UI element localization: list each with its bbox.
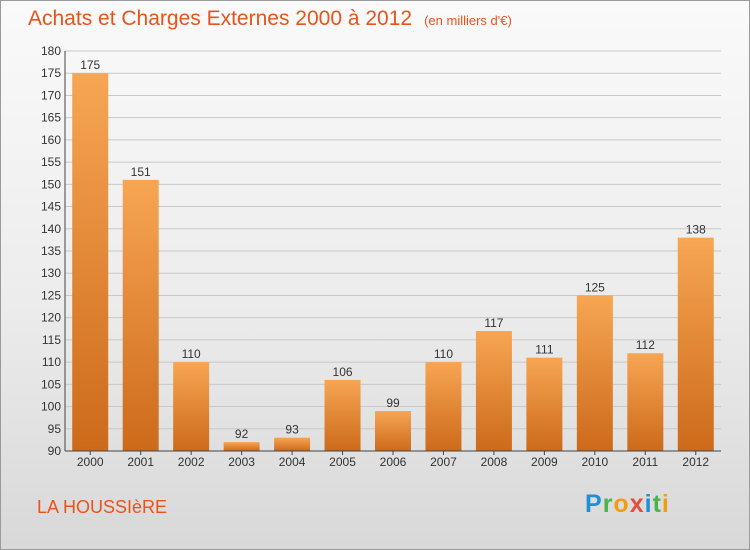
bar	[526, 357, 563, 451]
y-tick-label: 135	[41, 244, 61, 258]
bar	[122, 179, 159, 451]
x-tick-label: 2002	[178, 455, 205, 469]
x-tick-label: 2007	[430, 455, 457, 469]
proxiti-logo: Proxiti	[585, 490, 670, 519]
bar	[576, 295, 613, 451]
chart-title: Achats et Charges Externes 2000 à 2012	[28, 7, 413, 30]
y-tick-label: 130	[41, 266, 61, 280]
bar	[627, 353, 664, 451]
logo-letter: r	[602, 490, 614, 518]
commune-name: LA HOUSSIèRE	[37, 497, 168, 517]
data-label: 110	[182, 347, 201, 361]
x-tick-label: 2012	[682, 455, 709, 469]
x-tick-label: 2011	[632, 455, 658, 469]
data-label: 125	[585, 280, 605, 294]
y-tick-label: 120	[41, 311, 61, 325]
bar	[677, 237, 714, 451]
bar	[375, 411, 411, 451]
y-tick-label: 140	[41, 222, 61, 236]
y-tick-label: 170	[41, 88, 61, 102]
data-label: 138	[686, 223, 706, 237]
data-label: 117	[484, 316, 503, 330]
y-tick-label: 90	[48, 444, 62, 458]
title-row: Achats et Charges Externes 2000 à 2012 (e…	[28, 7, 512, 31]
y-tick-label: 115	[42, 333, 61, 347]
x-tick-label: 2004	[279, 455, 306, 469]
y-tick-label: 125	[41, 288, 61, 302]
x-tick-label: 2010	[581, 455, 608, 469]
x-tick-label: 2001	[127, 455, 154, 469]
data-label: 110	[434, 347, 453, 361]
logo-letter: P	[585, 490, 603, 518]
bar	[324, 379, 361, 451]
bar	[72, 73, 109, 451]
data-label: 151	[131, 165, 151, 179]
bar	[223, 442, 260, 451]
y-tick-label: 110	[42, 355, 61, 369]
y-tick-label: 100	[41, 400, 61, 414]
bar	[173, 362, 210, 451]
y-tick-label: 165	[41, 111, 61, 125]
bar	[475, 331, 512, 451]
y-tick-label: 175	[41, 66, 61, 80]
y-tick-label: 180	[41, 44, 61, 58]
logo-letter: t	[652, 490, 662, 518]
y-tick-label: 150	[41, 177, 61, 191]
x-tick-label: 2006	[380, 455, 407, 469]
data-label: 175	[80, 58, 100, 72]
data-label: 99	[386, 396, 400, 410]
x-tick-label: 2009	[531, 455, 558, 469]
y-tick-label: 155	[41, 155, 61, 169]
data-label: 111	[535, 343, 554, 357]
logo-letter: i	[661, 490, 670, 518]
logo-letter: x	[629, 490, 645, 518]
data-label: 92	[235, 427, 249, 441]
logo-letter: i	[644, 490, 653, 518]
bar	[274, 437, 311, 451]
y-tick-label: 145	[41, 200, 61, 214]
y-tick-label: 160	[41, 133, 61, 147]
x-tick-label: 2008	[481, 455, 508, 469]
x-tick-label: 2000	[77, 455, 104, 469]
data-label: 106	[333, 365, 353, 379]
logo-letter: o	[613, 490, 630, 518]
bar	[425, 362, 462, 451]
data-label: 112	[636, 338, 655, 352]
x-tick-label: 2003	[228, 455, 255, 469]
y-tick-label: 95	[48, 422, 62, 436]
y-tick-label: 105	[41, 377, 61, 391]
data-label: 93	[285, 423, 299, 437]
x-tick-label: 2005	[329, 455, 356, 469]
chart-subtitle: (en milliers d'€)	[424, 13, 512, 28]
